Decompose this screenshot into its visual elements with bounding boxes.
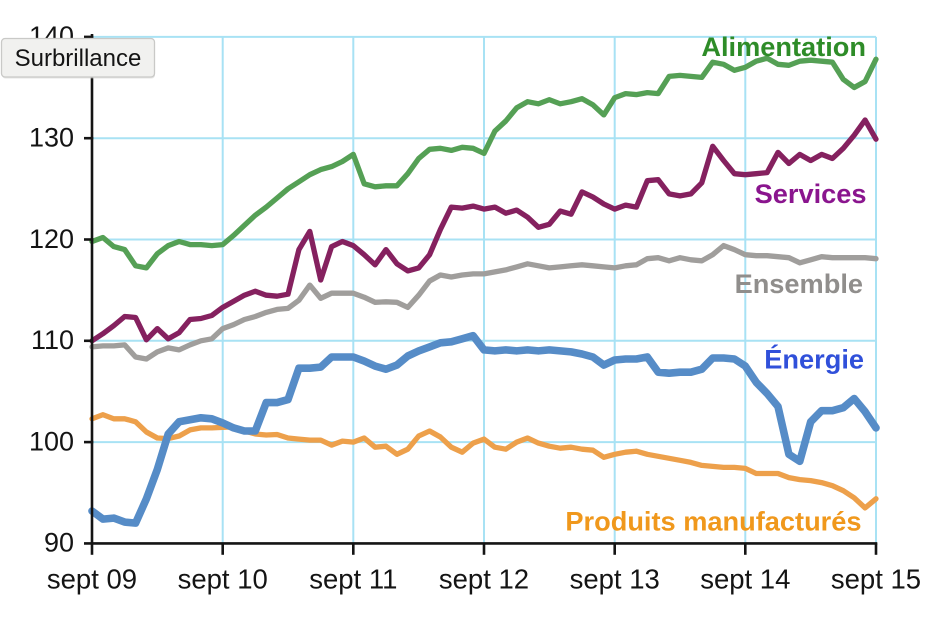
svg-text:Produits manufacturés: Produits manufacturés [565,506,861,537]
svg-text:sept 12: sept 12 [439,564,529,595]
svg-text:Surbrillance: Surbrillance [15,45,142,72]
svg-text:Énergie: Énergie [764,343,864,374]
svg-text:130: 130 [29,123,74,153]
svg-text:sept 15: sept 15 [831,564,921,595]
svg-text:110: 110 [31,325,74,355]
svg-text:sept 09: sept 09 [47,564,137,595]
svg-text:sept 14: sept 14 [700,564,790,595]
svg-text:Ensemble: Ensemble [735,268,863,299]
svg-text:Alimentation: Alimentation [701,31,866,62]
svg-text:100: 100 [29,426,74,456]
svg-text:Services: Services [755,178,867,209]
svg-text:sept 11: sept 11 [309,564,397,595]
svg-text:120: 120 [29,224,74,254]
svg-text:90: 90 [44,528,74,558]
svg-text:sept 10: sept 10 [178,564,268,595]
svg-text:sept 13: sept 13 [570,564,660,595]
